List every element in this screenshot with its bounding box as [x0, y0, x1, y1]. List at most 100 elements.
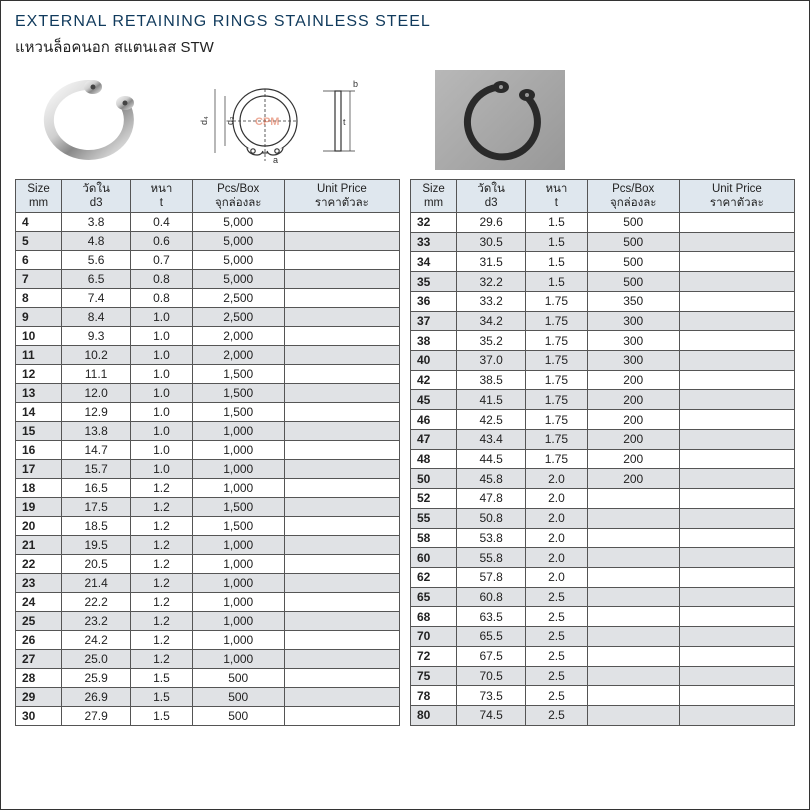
table-cell: 1,500 — [192, 403, 284, 422]
table-cell: 25 — [16, 612, 62, 631]
table-cell: 33.2 — [457, 291, 526, 311]
table-cell: 37 — [411, 311, 457, 331]
table-cell: 7 — [16, 270, 62, 289]
table-cell: 46 — [411, 410, 457, 430]
table-cell — [679, 370, 794, 390]
table-row: 2926.91.5500 — [16, 688, 400, 707]
table-cell: 35 — [411, 272, 457, 292]
table-cell: 32.2 — [457, 272, 526, 292]
table-cell: 43.4 — [457, 429, 526, 449]
table-cell: 1.2 — [131, 555, 192, 574]
table-row: 3027.91.5500 — [16, 707, 400, 726]
col-pcs: Pcs/Boxจุกล่องละ — [192, 180, 284, 213]
table-row: 1412.91.01,500 — [16, 403, 400, 422]
table-cell: 15.7 — [62, 460, 131, 479]
table-row: 2624.21.21,000 — [16, 631, 400, 650]
table-cell: 1.75 — [526, 291, 587, 311]
tables-container: Sizemm วัดในd3 หนาt Pcs/Boxจุกล่องละ Uni… — [15, 179, 795, 726]
table-row: 1715.71.01,000 — [16, 460, 400, 479]
table-row: 76.50.85,000 — [16, 270, 400, 289]
table-row: 3532.21.5500 — [411, 272, 795, 292]
table-cell: 18.5 — [62, 517, 131, 536]
table-cell: 500 — [192, 707, 284, 726]
table-cell: 0.7 — [131, 251, 192, 270]
table-cell: 41.5 — [457, 390, 526, 410]
table-row: 4541.51.75200 — [411, 390, 795, 410]
title-english: EXTERNAL RETAINING RINGS STAINLESS STEEL — [15, 13, 795, 31]
table-row: 3330.51.5500 — [411, 232, 795, 252]
table-cell: 350 — [587, 291, 679, 311]
table-cell: 30 — [16, 707, 62, 726]
svg-text:d₄: d₄ — [199, 115, 209, 124]
table-cell — [587, 646, 679, 666]
table-cell: 2.0 — [526, 469, 587, 489]
table-cell: 14 — [16, 403, 62, 422]
table-row: 3229.61.5500 — [411, 213, 795, 233]
table-cell: 37.0 — [457, 351, 526, 371]
table-cell: 1,500 — [192, 365, 284, 384]
table-cell: 12.0 — [62, 384, 131, 403]
table-cell: 2.5 — [526, 686, 587, 706]
table-cell: 1.75 — [526, 390, 587, 410]
table-cell: 18 — [16, 479, 62, 498]
table-row: 87.40.82,500 — [16, 289, 400, 308]
table-cell — [587, 567, 679, 587]
table-cell: 500 — [587, 232, 679, 252]
table-row: 1211.11.01,500 — [16, 365, 400, 384]
table-cell — [587, 489, 679, 509]
table-cell: 2.0 — [526, 489, 587, 509]
table-cell: 2.0 — [526, 567, 587, 587]
table-cell — [284, 612, 399, 631]
table-cell — [679, 705, 794, 725]
table-row: 2119.51.21,000 — [16, 536, 400, 555]
table-cell — [587, 666, 679, 686]
table-cell: 1.0 — [131, 384, 192, 403]
table-cell: 45 — [411, 390, 457, 410]
table-cell: 42 — [411, 370, 457, 390]
table-cell: 1,000 — [192, 441, 284, 460]
table-cell — [284, 517, 399, 536]
table-cell — [679, 390, 794, 410]
table-row: 2220.51.21,000 — [16, 555, 400, 574]
table-row: 7267.52.5 — [411, 646, 795, 666]
table-cell: 2.5 — [526, 666, 587, 686]
table-cell: 47.8 — [457, 489, 526, 509]
table-cell: 60.8 — [457, 587, 526, 607]
table-cell: 24.2 — [62, 631, 131, 650]
col-t: หนาt — [526, 180, 587, 213]
table-cell: 1.75 — [526, 370, 587, 390]
table-cell — [679, 666, 794, 686]
table-cell: 68 — [411, 607, 457, 627]
table-cell: 32 — [411, 213, 457, 233]
table-cell — [679, 252, 794, 272]
table-cell: 4 — [16, 213, 62, 232]
table-cell: 1.2 — [131, 593, 192, 612]
table-cell — [679, 489, 794, 509]
table-cell — [679, 646, 794, 666]
col-d3: วัดในd3 — [62, 180, 131, 213]
col-price: Unit Priceราคาตัวละ — [284, 180, 399, 213]
table-cell — [284, 251, 399, 270]
table-row: 1312.01.01,500 — [16, 384, 400, 403]
table-cell: 1,000 — [192, 631, 284, 650]
table-cell: 21.4 — [62, 574, 131, 593]
table-row: 3431.51.5500 — [411, 252, 795, 272]
table-cell: 1.0 — [131, 422, 192, 441]
table-cell: 62 — [411, 567, 457, 587]
table-row: 1614.71.01,000 — [16, 441, 400, 460]
table-cell: 300 — [587, 351, 679, 371]
table-cell: 58 — [411, 528, 457, 548]
table-cell: 0.6 — [131, 232, 192, 251]
table-cell: 50.8 — [457, 508, 526, 528]
table-cell: 65 — [411, 587, 457, 607]
table-cell: 1.5 — [526, 252, 587, 272]
table-cell: 34 — [411, 252, 457, 272]
table-cell: 27 — [16, 650, 62, 669]
table-cell: 300 — [587, 311, 679, 331]
table-cell: 500 — [192, 688, 284, 707]
table-cell: 23.2 — [62, 612, 131, 631]
table-cell: 1.2 — [131, 479, 192, 498]
table-cell: 10.2 — [62, 346, 131, 365]
col-price: Unit Priceราคาตัวละ — [679, 180, 794, 213]
table-row: 4642.51.75200 — [411, 410, 795, 430]
